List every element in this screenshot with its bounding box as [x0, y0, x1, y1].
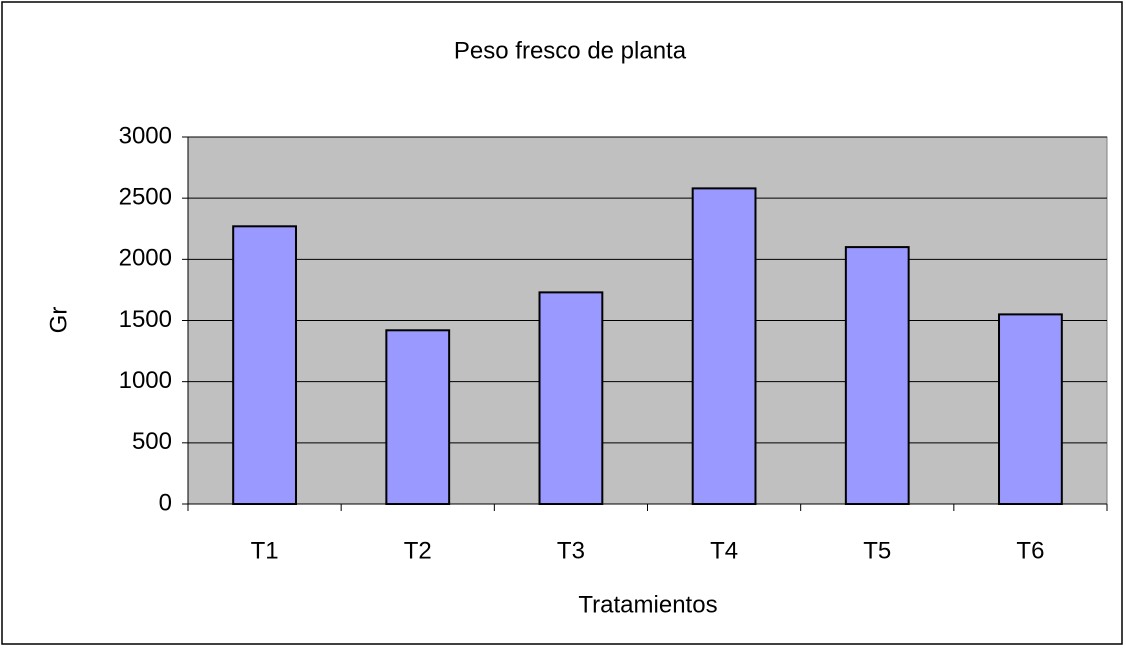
bar [998, 313, 1063, 505]
bar [385, 329, 451, 505]
y-tick-label: 1000 [119, 367, 172, 394]
x-tick-label: T1 [251, 537, 279, 564]
bar [538, 291, 604, 506]
y-tick-label: 2500 [119, 184, 172, 211]
y-tick-label: 0 [159, 489, 172, 516]
x-tick-label: T2 [404, 537, 432, 564]
y-tick-label: 3000 [119, 122, 172, 149]
y-tick-label: 500 [132, 428, 172, 455]
x-axis-title: Tratamientos [578, 591, 717, 618]
bar [232, 225, 297, 505]
chart-title: Peso fresco de planta [454, 37, 687, 64]
y-tick-label: 1500 [119, 306, 172, 333]
x-tick-label: T6 [1016, 537, 1044, 564]
bar [844, 246, 910, 505]
y-tick-label: 2000 [119, 245, 172, 272]
x-tick-label: T4 [710, 537, 738, 564]
x-tick-label: T5 [863, 537, 891, 564]
bar [691, 187, 757, 505]
x-tick-label: T3 [557, 537, 585, 564]
y-axis-title: Gr [45, 307, 72, 334]
